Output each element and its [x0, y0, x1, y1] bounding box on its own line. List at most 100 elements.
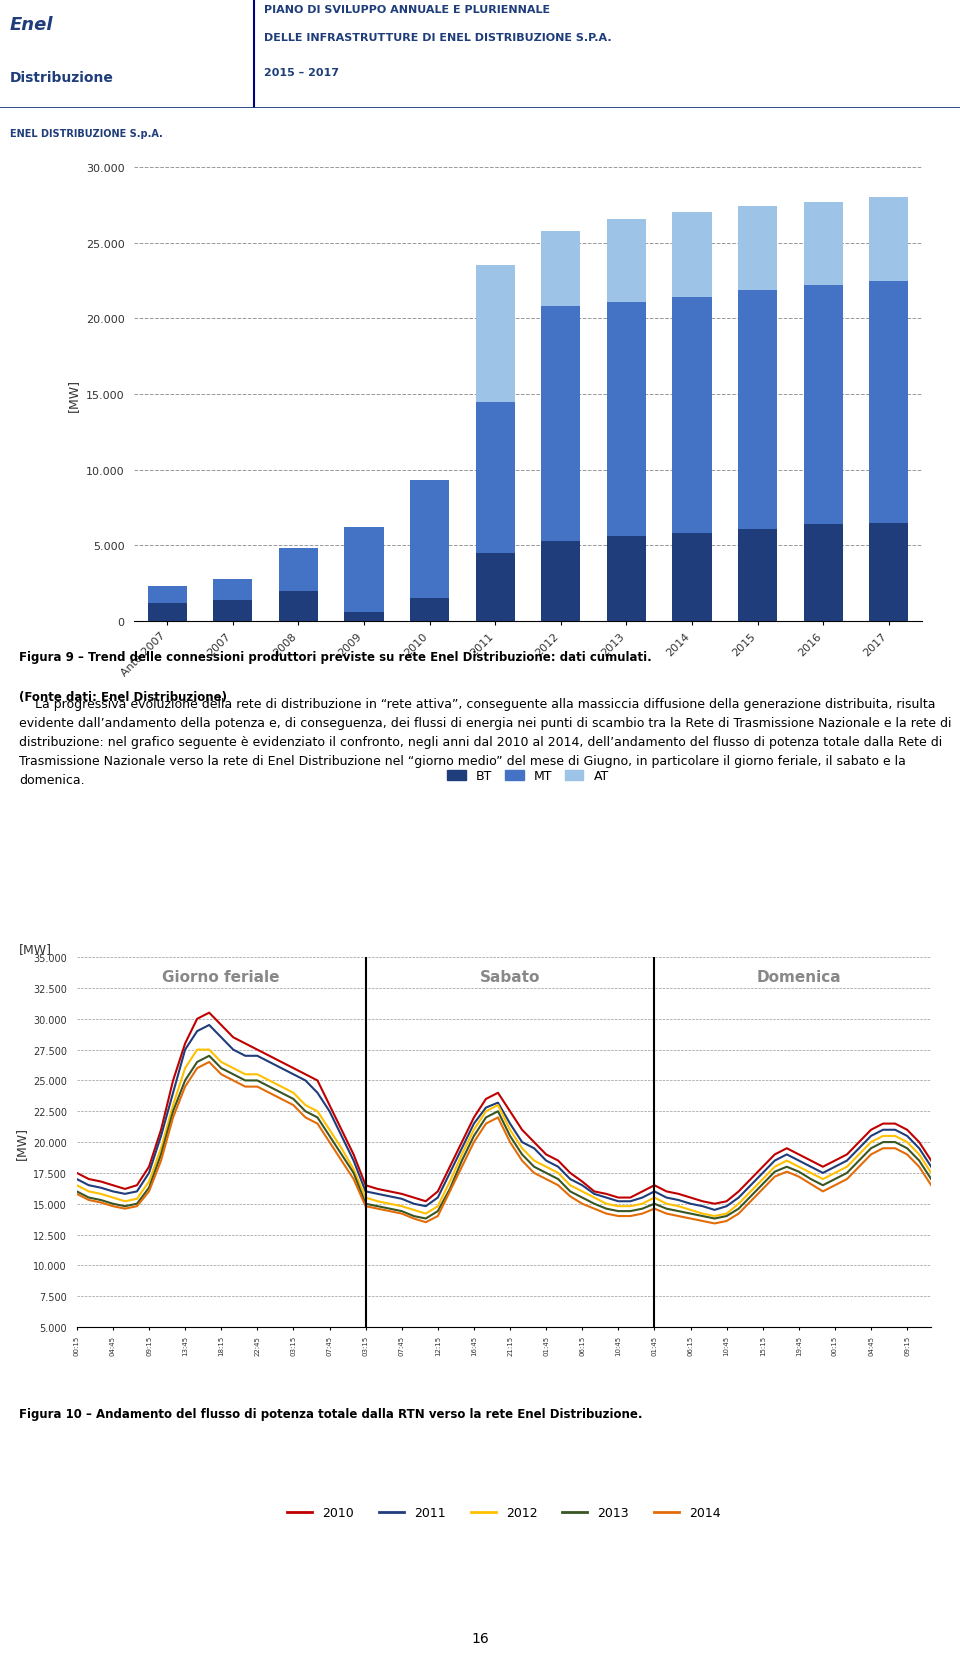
2011: [708, 1200, 720, 1220]
Bar: [345, 528, 384, 613]
2010: [372, 1179, 383, 1200]
Line: 2013: 2013: [77, 1057, 931, 1218]
Text: Giorno feriale: Giorno feriale: [162, 969, 280, 984]
2011: [925, 1158, 937, 1178]
2014: [625, 1206, 636, 1226]
Line: 2010: 2010: [77, 1013, 931, 1205]
Text: Figura 9 – Trend delle connessioni produttori previste su rete Enel Distribuzion: Figura 9 – Trend delle connessioni produ…: [19, 650, 652, 664]
2013: [372, 1196, 383, 1216]
Text: Distribuzione: Distribuzione: [10, 71, 113, 86]
Text: Sabato: Sabato: [480, 969, 540, 984]
Bar: [475, 402, 515, 554]
Text: 2015 – 2017: 2015 – 2017: [264, 67, 339, 77]
2014: [191, 1058, 203, 1079]
Bar: [410, 598, 449, 622]
Bar: [410, 480, 449, 598]
Bar: [672, 297, 711, 534]
Bar: [804, 286, 843, 524]
Line: 2014: 2014: [77, 1062, 931, 1223]
Text: [MW]: [MW]: [19, 942, 52, 956]
2012: [372, 1191, 383, 1211]
2012: [191, 1040, 203, 1060]
2013: [925, 1169, 937, 1189]
2011: [660, 1188, 672, 1208]
Bar: [607, 302, 646, 538]
Bar: [804, 524, 843, 622]
Text: (Fonte dati: Enel Distribuzione): (Fonte dati: Enel Distribuzione): [19, 690, 228, 704]
Bar: [738, 207, 778, 291]
2012: [625, 1196, 636, 1216]
2012: [660, 1194, 672, 1215]
2010: [625, 1188, 636, 1208]
Line: 2011: 2011: [77, 1025, 931, 1210]
Text: PIANO DI SVILUPPO ANNUALE E PLURIENNALE: PIANO DI SVILUPPO ANNUALE E PLURIENNALE: [264, 5, 550, 15]
Bar: [672, 213, 711, 297]
2010: [564, 1163, 576, 1183]
Legend: 2010, 2011, 2012, 2013, 2014: 2010, 2011, 2012, 2013, 2014: [282, 1502, 726, 1524]
2013: [877, 1132, 889, 1152]
2011: [372, 1184, 383, 1205]
2013: [673, 1201, 684, 1221]
Y-axis label: [MW]: [MW]: [14, 1126, 28, 1159]
Text: Enel: Enel: [10, 17, 53, 34]
Bar: [148, 603, 187, 622]
2014: [708, 1213, 720, 1233]
Line: 2012: 2012: [77, 1050, 931, 1216]
Bar: [672, 534, 711, 622]
2011: [877, 1121, 889, 1141]
2011: [71, 1169, 83, 1189]
2013: [204, 1047, 215, 1067]
Bar: [541, 232, 581, 307]
2013: [71, 1181, 83, 1201]
2012: [708, 1206, 720, 1226]
Text: La progressiva evoluzione della rete di distribuzione in “rete attiva”, consegue: La progressiva evoluzione della rete di …: [19, 697, 951, 786]
Bar: [738, 529, 778, 622]
2013: [420, 1208, 432, 1228]
2010: [191, 1010, 203, 1030]
2012: [877, 1126, 889, 1146]
2011: [204, 1015, 215, 1035]
Y-axis label: [MW]: [MW]: [67, 378, 81, 412]
2013: [191, 1052, 203, 1072]
Bar: [278, 591, 318, 622]
Bar: [475, 265, 515, 402]
2011: [625, 1191, 636, 1211]
Bar: [869, 281, 908, 522]
Bar: [607, 538, 646, 622]
Bar: [869, 522, 908, 622]
Bar: [607, 220, 646, 302]
Text: 16: 16: [471, 1631, 489, 1645]
Text: Domenica: Domenica: [756, 969, 841, 984]
Bar: [213, 600, 252, 622]
Text: Figura 10 – Andamento del flusso di potenza totale dalla RTN verso la rete Enel : Figura 10 – Andamento del flusso di pote…: [19, 1408, 642, 1420]
Bar: [869, 198, 908, 281]
2010: [204, 1003, 215, 1023]
Bar: [541, 541, 581, 622]
Bar: [738, 291, 778, 529]
2010: [708, 1194, 720, 1215]
2014: [71, 1184, 83, 1205]
2011: [191, 1021, 203, 1042]
Bar: [475, 554, 515, 622]
2012: [71, 1176, 83, 1196]
Legend: BT, MT, AT: BT, MT, AT: [443, 764, 613, 788]
Bar: [278, 549, 318, 591]
Text: DELLE INFRASTRUTTURE DI ENEL DISTRIBUZIONE S.P.A.: DELLE INFRASTRUTTURE DI ENEL DISTRIBUZIO…: [264, 32, 612, 42]
Bar: [148, 586, 187, 603]
2010: [71, 1163, 83, 1183]
Bar: [541, 307, 581, 541]
2012: [925, 1163, 937, 1183]
2014: [204, 1052, 215, 1072]
Bar: [345, 613, 384, 622]
2014: [564, 1186, 576, 1206]
2014: [877, 1139, 889, 1159]
Text: ENEL DISTRIBUZIONE S.p.A.: ENEL DISTRIBUZIONE S.p.A.: [10, 129, 162, 139]
2010: [925, 1151, 937, 1171]
2013: [576, 1188, 588, 1208]
2010: [877, 1114, 889, 1134]
Bar: [213, 580, 252, 600]
2014: [925, 1176, 937, 1196]
Bar: [804, 203, 843, 286]
2014: [372, 1200, 383, 1220]
2014: [660, 1205, 672, 1225]
